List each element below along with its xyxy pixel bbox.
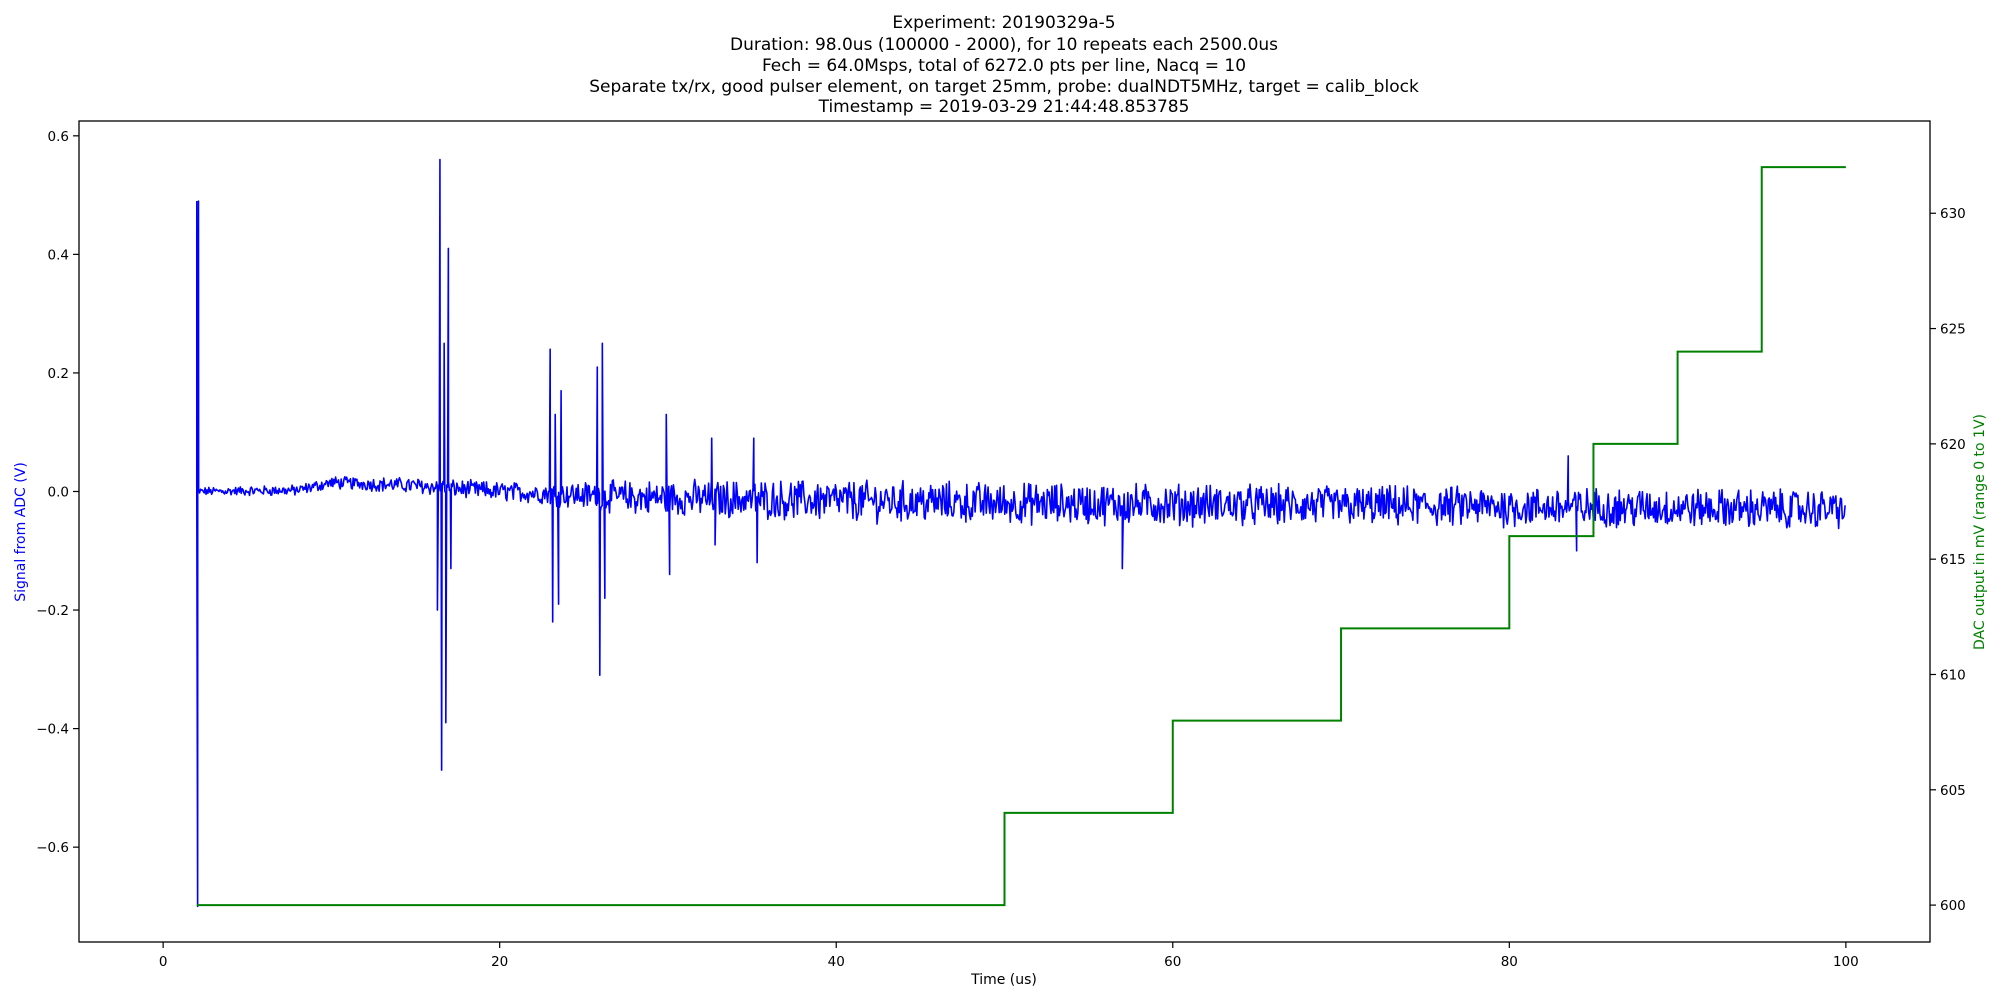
title-line-1: Experiment: 20190329a-5 (892, 13, 1115, 33)
right-y-tick-label: 620 (1940, 437, 1966, 453)
left-y-axis-label: Signal from ADC (V) (13, 462, 29, 602)
left-y-tick-label: 0.4 (48, 247, 69, 263)
title-line-3: Fech = 64.0Msps, total of 6272.0 pts per… (762, 56, 1246, 76)
x-tick-label: 80 (1501, 954, 1518, 970)
left-y-axis: −0.6 −0.4 −0.2 0.0 0.2 0.4 0.6 (36, 129, 79, 856)
plot-series (195, 158, 1846, 908)
left-y-tick-label: 0.2 (48, 366, 69, 382)
x-tick-label: 0 (159, 954, 168, 970)
right-y-tick-label: 615 (1940, 552, 1966, 568)
title-line-5: Timestamp = 2019-03-29 21:44:48.853785 (818, 97, 1190, 117)
plot-frame (78, 120, 1931, 943)
x-tick-label: 40 (828, 954, 845, 970)
right-y-tick-label: 625 (1940, 322, 1966, 338)
left-y-tick-label: 0.0 (48, 484, 69, 500)
title-line-4: Separate tx/rx, good pulser element, on … (589, 77, 1419, 97)
x-tick-label: 20 (491, 954, 508, 970)
left-y-tick-label: −0.4 (36, 722, 69, 738)
left-y-tick-label: −0.6 (36, 840, 69, 856)
right-y-tick-label: 610 (1940, 667, 1966, 683)
right-y-axis-label: DAC output in mV (range 0 to 1V) (1972, 414, 1988, 650)
title-line-2: Duration: 98.0us (100000 - 2000), for 10… (730, 35, 1278, 55)
right-y-tick-label: 630 (1940, 206, 1966, 222)
right-y-tick-label: 605 (1940, 783, 1966, 799)
dac-output-step-line (196, 166, 1846, 907)
x-tick-label: 60 (1164, 954, 1181, 970)
x-axis-label: Time (us) (970, 972, 1037, 988)
right-y-axis: 600 605 610 615 620 625 630 (1930, 206, 1966, 914)
x-axis: 0 20 40 60 80 100 (159, 942, 1859, 970)
right-y-tick-label: 600 (1940, 898, 1966, 914)
chart-title: Experiment: 20190329a-5 Duration: 98.0us… (589, 13, 1419, 117)
x-tick-label: 100 (1833, 954, 1859, 970)
adc-signal-line (195, 158, 1846, 908)
left-y-tick-label: 0.6 (48, 129, 69, 145)
left-y-tick-label: −0.2 (36, 603, 69, 619)
